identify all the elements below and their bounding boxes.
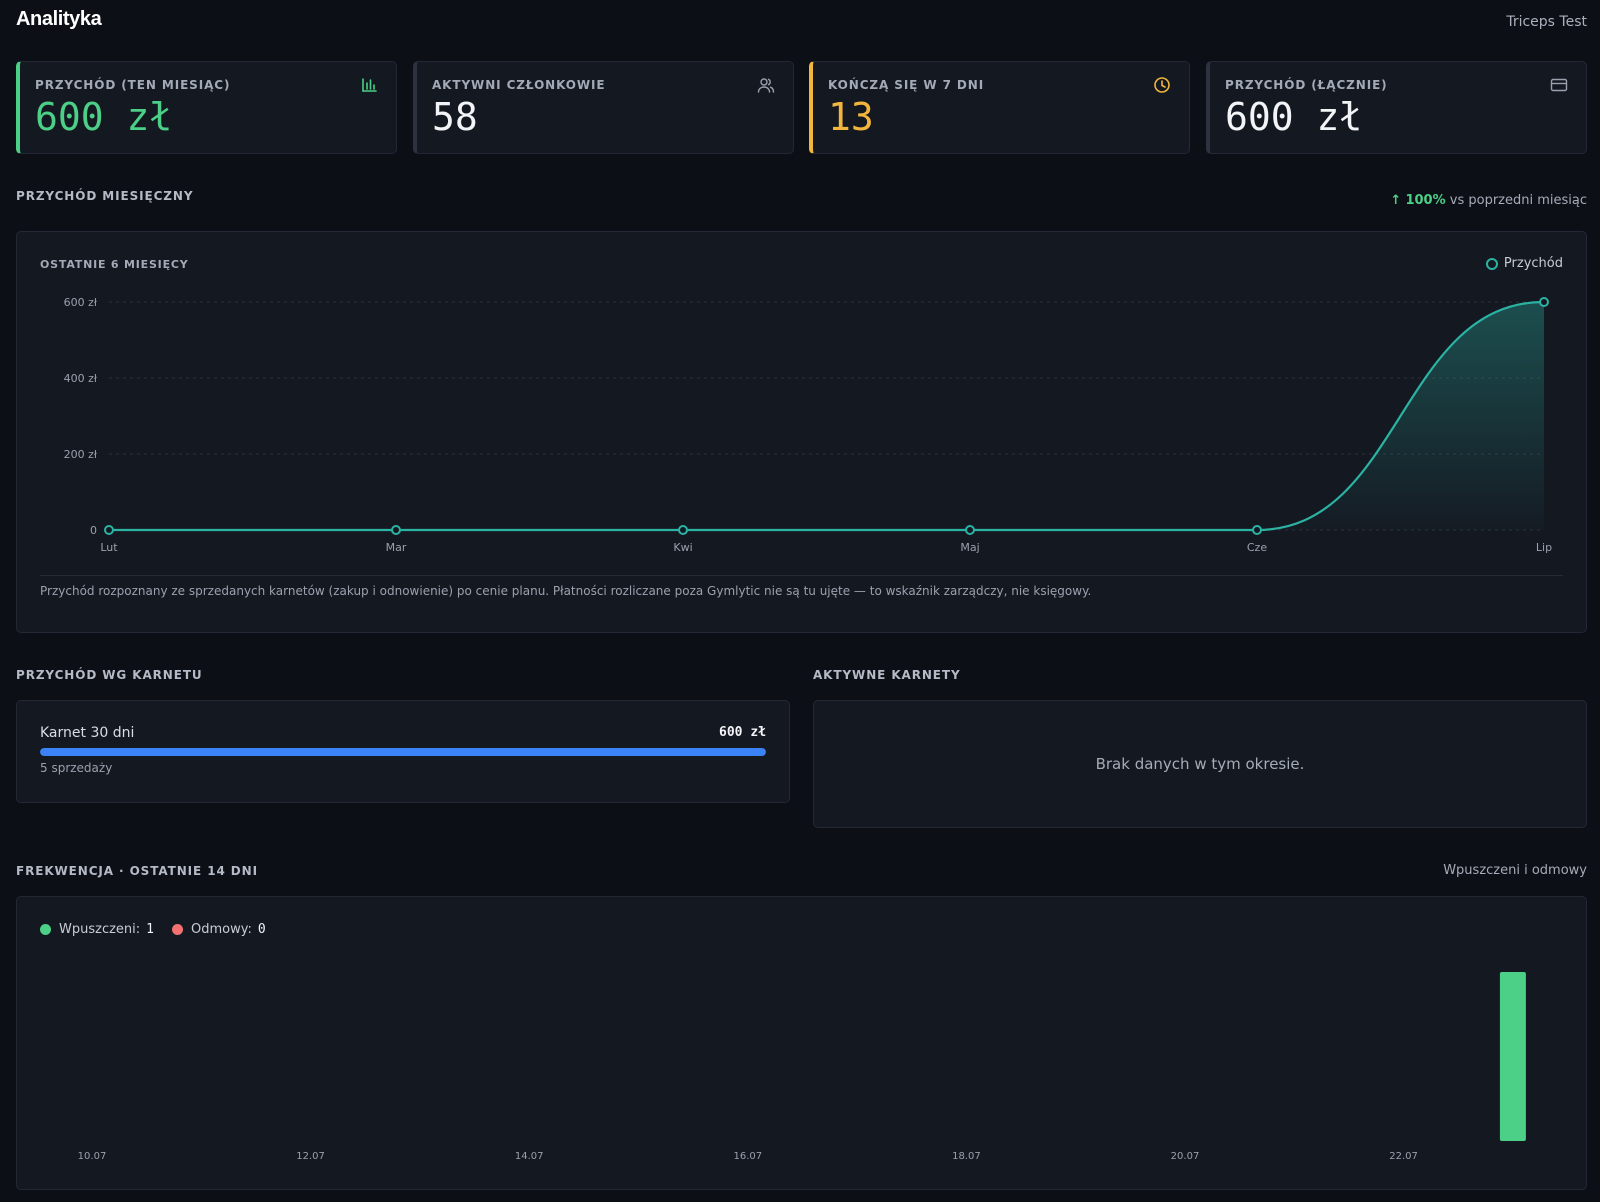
x-tick-label: Lut — [100, 541, 118, 554]
kpi-value: 58 — [432, 95, 478, 139]
arrow-up-icon: ↑ — [1390, 193, 1402, 208]
legend-admitted-dot — [40, 924, 51, 935]
legend-denied-dot — [171, 924, 183, 935]
data-point — [965, 525, 975, 535]
plan-progress-fill — [40, 748, 766, 756]
data-point — [1252, 525, 1262, 535]
legend-label-revenue: Przychód — [1503, 256, 1563, 271]
kpi-label: PRZYCHÓD (ŁĄCZNIE) — [1225, 78, 1388, 92]
legend-admitted-value: 1 — [146, 922, 154, 937]
x-tick-label: Kwi — [673, 541, 692, 554]
y-tick-label: 400 zł — [64, 372, 98, 385]
revenue-change-text: vs poprzedni miesiąc — [1449, 193, 1587, 208]
divider — [40, 575, 1563, 576]
kpi-label: AKTYWNI CZŁONKOWIE — [432, 78, 606, 92]
chart-legend[interactable]: Przychód — [1485, 256, 1563, 271]
revenue-by-plan-card: Karnet 30 dni 600 zł 5 sprzedaży — [16, 700, 790, 803]
kpi-card-expiring: KOŃCZĄ SIĘ W 7 DNI 13 — [809, 61, 1190, 154]
data-point — [104, 525, 114, 535]
attendance-bar-chart: 10.07 12.07 14.07 16.07 18.07 20.07 22.07 — [78, 972, 1526, 1162]
x-tick-label: 18.07 — [952, 1151, 981, 1162]
x-tick-label: Lip — [1536, 541, 1552, 554]
data-point — [678, 525, 688, 535]
section-title-revenue-by-plan: PRZYCHÓD WG KARNETU — [16, 668, 203, 682]
section-title-monthly-revenue: PRZYCHÓD MIESIĘCZNY — [16, 189, 194, 203]
plan-sales-count: 5 sprzedaży — [40, 761, 113, 775]
legend-admitted-label: Wpuszczeni: — [59, 922, 141, 937]
plan-progress-track — [40, 748, 766, 756]
card-icon — [1550, 78, 1568, 92]
monthly-revenue-chart-card: OSTATNIE 6 MIESIĘCY Przychód 0 200 zł 400 … — [16, 231, 1587, 633]
kpi-card-revenue-total: PRZYCHÓD (ŁĄCZNIE) 600 zł — [1206, 61, 1587, 154]
revenue-change-indicator: ↑ 100% vs poprzedni miesiąc — [1390, 193, 1587, 208]
top-bar: Analityka Triceps Test — [16, 8, 1587, 36]
attendance-legend: Wpuszczeni: 1 Odmowy: 0 — [40, 922, 284, 937]
kpi-card-active-members: AKTYWNI CZŁONKOWIE 58 — [413, 61, 794, 154]
x-tick-label: Mar — [386, 541, 407, 554]
x-tick-label: 10.07 — [78, 1151, 107, 1162]
bar-chart-icon — [362, 78, 377, 92]
data-point — [1539, 297, 1549, 307]
kpi-label: KOŃCZĄ SIĘ W 7 DNI — [828, 78, 985, 92]
legend-denied-label: Odmowy: — [190, 922, 252, 937]
page-title: Analityka — [16, 8, 102, 30]
legend-marker-icon — [1485, 257, 1498, 270]
kpi-value: 600 zł — [35, 95, 173, 139]
legend-denied-value: 0 — [257, 922, 266, 937]
kpi-card-revenue-month: PRZYCHÓD (TEN MIESIĄC) 600 zł — [16, 61, 397, 154]
y-tick-label: 600 zł — [64, 296, 98, 309]
attendance-chart-card: Wpuszczeni: 1 Odmowy: 0 10.07 12.07 14.07 1… — [16, 896, 1587, 1190]
bar-admitted — [1499, 972, 1526, 1141]
kpi-label: PRZYCHÓD (TEN MIESIĄC) — [35, 78, 231, 92]
x-tick-label: 14.07 — [515, 1151, 544, 1162]
revenue-change-pct: 100% — [1405, 193, 1446, 208]
series-area — [109, 302, 1544, 530]
x-tick-label: 20.07 — [1171, 1151, 1200, 1162]
y-tick-label: 0 — [90, 524, 97, 537]
y-tick-label: 200 zł — [64, 448, 98, 461]
plan-amount: 600 zł — [719, 725, 766, 740]
section-title-active-plans: AKTYWNE KARNETY — [813, 668, 961, 682]
users-icon — [757, 78, 775, 93]
section-title-attendance: FREKWENCJA · OSTATNIE 14 DNI — [16, 864, 258, 878]
x-tick-label: 16.07 — [733, 1151, 762, 1162]
x-tick-label: 12.07 — [296, 1151, 325, 1162]
x-tick-label: Cze — [1247, 541, 1267, 554]
chart-subtitle: OSTATNIE 6 MIESIĘCY — [40, 258, 189, 271]
empty-state-text: Brak danych w tym okresie. — [1095, 755, 1305, 773]
plan-name: Karnet 30 dni — [40, 725, 135, 741]
chart-footnote: Przychód rozpoznany ze sprzedanych karne… — [40, 584, 1092, 598]
kpi-value: 600 zł — [1225, 95, 1363, 139]
data-point — [391, 525, 401, 535]
kpi-value: 13 — [828, 95, 874, 139]
clock-icon — [1154, 77, 1170, 93]
series-line-revenue — [108, 300, 1545, 532]
active-plans-card: Brak danych w tym okresie. — [813, 700, 1587, 828]
revenue-line-chart: 0 200 zł 400 zł 600 zł Lut Mar Kwi Maj Cze Lip — [64, 296, 1553, 554]
attendance-note: Wpuszczeni i odmowy — [1443, 863, 1587, 878]
x-tick-label: Maj — [960, 541, 979, 554]
x-tick-label: 22.07 — [1389, 1151, 1418, 1162]
user-name[interactable]: Triceps Test — [1506, 14, 1587, 30]
